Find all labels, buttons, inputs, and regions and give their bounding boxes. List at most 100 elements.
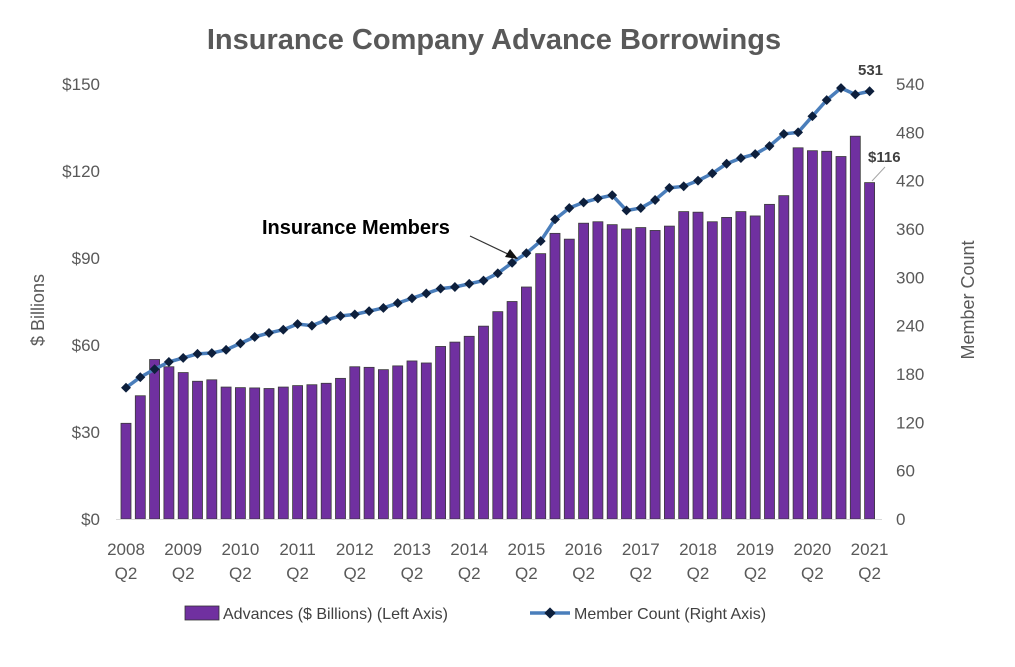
bar xyxy=(420,362,432,520)
member-point xyxy=(349,309,360,320)
callout-insurance-members: Insurance Members xyxy=(262,217,450,239)
member-point xyxy=(364,306,375,317)
bar xyxy=(678,211,690,520)
bar xyxy=(320,382,332,520)
x-tick-label-year: 2012 xyxy=(336,540,374,559)
data-label-members-last: 531 xyxy=(858,62,883,79)
x-tick-label-year: 2020 xyxy=(793,540,831,559)
bar xyxy=(134,395,146,520)
bar xyxy=(449,341,461,520)
member-point xyxy=(392,298,403,309)
member-point xyxy=(621,205,632,216)
left-tick-label: $30 xyxy=(72,423,100,442)
x-tick-label-quarter: Q2 xyxy=(515,564,538,583)
data-label-leader xyxy=(871,166,886,182)
right-tick-label: 480 xyxy=(896,123,924,142)
member-point xyxy=(864,86,875,97)
bar xyxy=(177,372,189,520)
bar xyxy=(392,365,404,520)
x-tick-label-year: 2010 xyxy=(221,540,259,559)
x-tick-label-year: 2009 xyxy=(164,540,202,559)
member-point xyxy=(278,324,289,335)
x-tick-label-quarter: Q2 xyxy=(629,564,652,583)
right-tick-label: 60 xyxy=(896,462,915,481)
left-tick-label: $120 xyxy=(62,162,100,181)
bar xyxy=(234,387,246,520)
member-point xyxy=(521,248,532,259)
bar xyxy=(521,286,532,520)
right-tick-label: 240 xyxy=(896,317,924,336)
x-tick-label-quarter: Q2 xyxy=(115,564,138,583)
x-tick-label-year: 2011 xyxy=(279,540,316,559)
left-tick-label: $90 xyxy=(72,249,100,268)
left-tick-label: $150 xyxy=(62,75,100,94)
member-point xyxy=(693,175,703,186)
bar xyxy=(192,380,203,520)
member-point xyxy=(778,128,789,139)
right-tick-label: 360 xyxy=(896,220,924,239)
member-point xyxy=(235,338,246,349)
member-point xyxy=(650,195,661,205)
bar xyxy=(120,422,132,520)
member-point xyxy=(335,311,346,321)
member-point xyxy=(378,302,389,313)
bar xyxy=(592,221,604,520)
member-point xyxy=(793,127,804,138)
x-tick-label-year: 2019 xyxy=(736,540,774,559)
member-point xyxy=(464,278,475,289)
member-count-line xyxy=(121,83,875,393)
member-point xyxy=(750,149,761,160)
x-tick-label-quarter: Q2 xyxy=(744,564,767,583)
member-point xyxy=(407,293,417,304)
member-point xyxy=(292,319,303,330)
bar xyxy=(377,369,389,520)
member-point xyxy=(678,181,689,192)
legend: Advances ($ Billions) (Left Axis) Member… xyxy=(184,605,766,623)
member-point xyxy=(664,182,675,193)
bar xyxy=(249,387,261,520)
bar xyxy=(492,311,504,520)
x-tick-label-quarter: Q2 xyxy=(343,564,366,583)
bar xyxy=(549,232,561,520)
bar xyxy=(435,346,447,520)
member-point xyxy=(163,356,174,367)
bar xyxy=(578,222,589,520)
advances-bars xyxy=(120,135,875,520)
bar xyxy=(692,211,704,520)
right-axis-label: Member Count xyxy=(958,240,978,359)
member-point xyxy=(707,168,718,179)
member-point xyxy=(435,283,446,294)
x-tick-label-quarter: Q2 xyxy=(572,564,595,583)
x-tick-label-quarter: Q2 xyxy=(286,564,309,583)
member-point xyxy=(635,203,646,214)
x-tick-label-year: 2017 xyxy=(622,540,660,559)
member-point xyxy=(836,83,846,93)
right-tick-label: 420 xyxy=(896,172,924,191)
member-point xyxy=(550,214,560,225)
member-point xyxy=(192,348,203,359)
bar xyxy=(792,147,804,520)
legend-label-members: Member Count (Right Axis) xyxy=(574,606,766,623)
bar xyxy=(335,377,346,520)
right-tick-label: 180 xyxy=(896,365,924,384)
legend-swatch-members-marker xyxy=(544,607,556,619)
data-label-advances-last: $116 xyxy=(868,149,901,166)
bar xyxy=(807,150,818,520)
member-point xyxy=(535,236,546,247)
bar xyxy=(749,215,761,520)
member-point xyxy=(721,158,732,169)
bar xyxy=(563,238,575,520)
bar xyxy=(220,386,232,520)
bar xyxy=(349,366,361,520)
bar xyxy=(149,359,161,520)
left-tick-label: $0 xyxy=(81,510,100,529)
bar xyxy=(206,379,218,520)
bar xyxy=(735,211,747,520)
x-axis-ticks: 2008 Q2 2009 Q2 2010 Q2 2011 Q2 2012 Q2 2013 Q2 2014… xyxy=(107,540,888,583)
member-point xyxy=(478,275,489,286)
bar xyxy=(706,221,718,520)
member-point xyxy=(764,141,775,151)
right-axis-ticks: 0 60 120 180 240 300 360 420 480 540 xyxy=(896,75,924,529)
member-point xyxy=(135,372,146,383)
member-point xyxy=(249,331,260,342)
